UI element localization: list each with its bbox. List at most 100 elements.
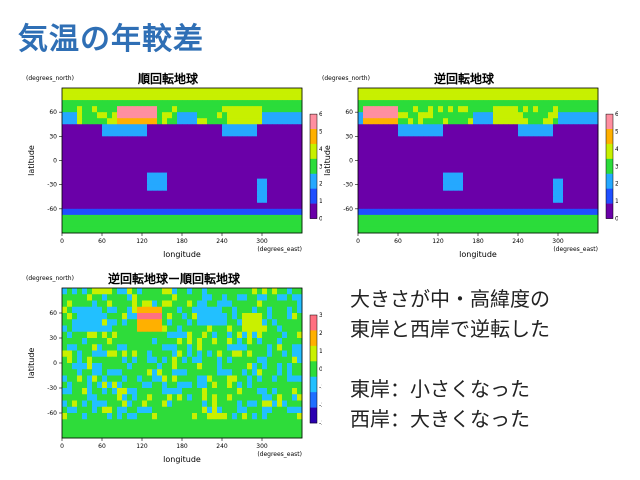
heatmap-cell — [92, 319, 98, 326]
heatmap-cell — [172, 130, 178, 137]
heatmap-cell — [458, 184, 464, 192]
heatmap-cell — [292, 406, 298, 414]
heatmap-cell — [67, 381, 73, 389]
heatmap-cell — [72, 196, 78, 204]
heatmap-cell — [438, 226, 444, 234]
heatmap-cell — [207, 172, 213, 180]
heatmap-cell — [578, 142, 584, 149]
heatmap-cell — [147, 118, 153, 125]
heatmap-cell — [267, 294, 273, 301]
heatmap-cell — [192, 400, 198, 408]
heatmap-cell — [117, 214, 123, 222]
heatmap-cell — [252, 142, 258, 149]
heatmap-cell — [363, 226, 369, 234]
heatmap-cell — [423, 100, 429, 107]
heatmap-cell — [147, 166, 153, 173]
heatmap-cell — [202, 100, 208, 107]
heatmap-cell — [112, 154, 118, 161]
heatmap-cell — [172, 313, 178, 320]
heatmap-cell — [117, 394, 123, 401]
heatmap-cell — [237, 106, 243, 113]
heatmap-cell — [468, 184, 474, 192]
heatmap-cell — [518, 148, 524, 155]
heatmap-cell — [443, 160, 449, 167]
heatmap-cell — [72, 190, 78, 198]
heatmap-cell — [252, 178, 258, 186]
heatmap-cell — [533, 112, 539, 119]
heatmap-cell — [443, 148, 449, 155]
heatmap-cell — [82, 294, 88, 301]
heatmap-cell — [473, 124, 479, 131]
heatmap-cell — [453, 190, 459, 198]
heatmap-cell — [127, 319, 133, 326]
heatmap-cell — [72, 313, 78, 320]
heatmap-cell — [177, 419, 183, 426]
heatmap-cell — [513, 202, 519, 210]
heatmap-cell — [192, 388, 198, 395]
heatmap-cell — [187, 400, 193, 408]
heatmap-cell — [473, 148, 479, 155]
heatmap-cell — [548, 148, 554, 155]
heatmap-cell — [438, 166, 444, 173]
heatmap-cell — [272, 118, 278, 125]
heatmap-cells — [62, 288, 303, 439]
heatmap-cell — [523, 184, 529, 192]
heatmap-cell — [232, 363, 238, 370]
heatmap-cell — [217, 306, 223, 314]
heatmap-cell — [142, 94, 148, 101]
heatmap-cell — [242, 226, 248, 234]
heatmap-cell — [77, 112, 83, 119]
heatmap-cell — [112, 220, 118, 228]
heatmap-cell — [237, 142, 243, 149]
heatmap-cell — [413, 202, 419, 210]
heatmap-cell — [453, 184, 459, 192]
heatmap-cell — [282, 160, 288, 167]
heatmap-cell — [548, 160, 554, 167]
heatmap-cell — [538, 142, 544, 149]
heatmap-cell — [187, 425, 193, 433]
heatmap-cell — [423, 142, 429, 149]
heatmap-cell — [247, 208, 253, 216]
heatmap-cell — [197, 142, 203, 149]
heatmap-cell — [167, 431, 173, 439]
heatmap-cell — [528, 226, 534, 234]
heatmap-cell — [192, 381, 198, 389]
heatmap-cell — [257, 369, 263, 376]
heatmap-cell — [513, 148, 519, 155]
heatmap-cell — [212, 344, 218, 351]
heatmap-cell — [403, 118, 409, 125]
heatmap-cell — [493, 172, 499, 180]
heatmap-cell — [117, 313, 123, 320]
heatmap-cell — [122, 178, 128, 186]
heatmap-cell — [177, 394, 183, 401]
heatmap-cell — [433, 214, 439, 222]
heatmap-cell — [172, 356, 178, 364]
heatmap-cell — [272, 148, 278, 155]
colorbar-tick-label: 0 — [319, 366, 322, 373]
heatmap-cell — [368, 130, 374, 137]
heatmap-cell — [257, 118, 263, 125]
heatmap-cell — [483, 166, 489, 173]
heatmap-cell — [242, 106, 248, 113]
heatmap-cell — [77, 319, 83, 326]
heatmap-cell — [97, 300, 103, 308]
heatmap-cell — [578, 130, 584, 137]
heatmap-cell — [227, 94, 233, 101]
heatmap-cell — [247, 220, 253, 228]
heatmap-cell — [232, 338, 238, 345]
heatmap-cell — [588, 154, 594, 161]
heatmap-cell — [292, 400, 298, 408]
heatmap-cell — [518, 130, 524, 137]
heatmap-cell — [187, 356, 193, 364]
heatmap-cell — [187, 394, 193, 401]
heatmap-cell — [247, 425, 253, 433]
heatmap-cell — [267, 118, 273, 125]
heatmap-cell — [498, 214, 504, 222]
heatmap-cell — [127, 344, 133, 351]
heatmap-cell — [458, 220, 464, 228]
heatmap-cell — [453, 124, 459, 131]
heatmap-cell — [358, 142, 364, 149]
heatmap-cell — [267, 220, 273, 228]
heatmap-cell — [82, 160, 88, 167]
heatmap-cell — [292, 226, 298, 234]
